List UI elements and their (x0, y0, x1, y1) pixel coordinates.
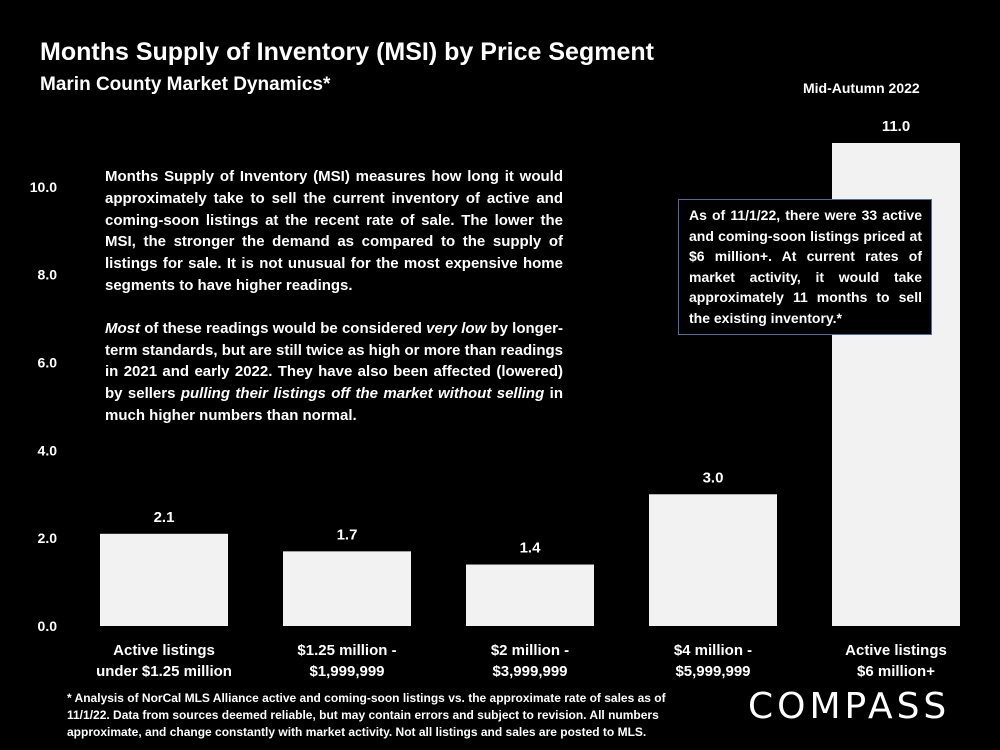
y-tick-label: 0.0 (38, 618, 58, 634)
y-tick-label: 6.0 (38, 355, 58, 371)
bar-value-label: 11.0 (882, 118, 910, 135)
x-category-label: $2 million - (491, 642, 569, 659)
bar (100, 533, 228, 626)
x-category-label: Active listings (845, 642, 947, 659)
x-category-label: $4 million - (674, 642, 752, 659)
explanation-paragraph-1: Months Supply of Inventory (MSI) measure… (105, 168, 563, 294)
bar-value-label: 2.1 (154, 509, 175, 526)
bar-value-label: 1.7 (337, 526, 358, 543)
x-category-label: $1.25 million - (297, 642, 396, 659)
bar (466, 564, 594, 626)
explanation-paragraph-2: Most of these readings would be consider… (105, 318, 563, 427)
chart-subtitle: Marin County Market Dynamics* (40, 74, 331, 95)
x-category-label: $3,999,999 (492, 663, 567, 680)
emphasis-most: Most (105, 319, 140, 337)
period-label: Mid-Autumn 2022 (803, 80, 920, 96)
y-tick-label: 8.0 (38, 267, 58, 283)
paragraph-2-text-a: of these readings would be considered (140, 319, 427, 337)
x-category-label: $6 million+ (857, 663, 935, 680)
x-category-label: Active listings (113, 642, 215, 659)
x-category-label: under $1.25 million (96, 663, 232, 680)
compass-logo: COMPASS (748, 686, 951, 727)
bar (649, 494, 777, 626)
paragraph-2-text-b: by longer-term standards, but are still … (105, 319, 564, 403)
emphasis-very-low: very low (426, 319, 487, 337)
bar-value-label: 1.4 (520, 540, 542, 557)
y-tick-label: 4.0 (38, 442, 58, 458)
bar-value-label: 3.0 (703, 469, 724, 486)
footnote: * Analysis of NorCal MLS Alliance active… (67, 691, 666, 739)
bar (283, 551, 411, 626)
callout-box: As of 11/1/22, there were 33 active and … (678, 199, 932, 335)
explanation-text-box: Months Supply of Inventory (MSI) measure… (105, 166, 563, 427)
emphasis-pulling-listings: pulling their listings off the market wi… (180, 385, 545, 403)
chart-title: Months Supply of Inventory (MSI) by Pric… (40, 38, 654, 66)
paragraph-2-text-c: in much higher numbers than normal. (105, 385, 563, 424)
x-category-label: $5,999,999 (675, 663, 750, 680)
y-tick-label: 10.0 (30, 179, 57, 195)
x-category-label: $1,999,999 (309, 663, 384, 680)
y-tick-label: 2.0 (38, 530, 58, 546)
